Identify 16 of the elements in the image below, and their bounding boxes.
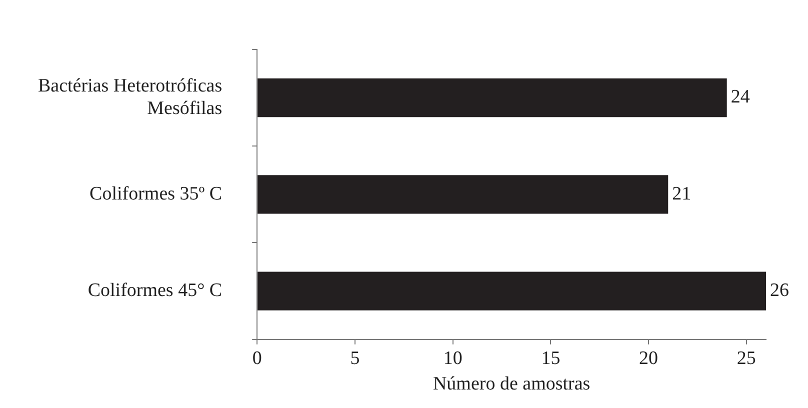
x-tick-label: 10 (443, 348, 462, 369)
x-tick-label: 5 (350, 348, 360, 369)
data-label: 26 (770, 280, 789, 302)
bar (258, 78, 727, 118)
data-label: 21 (672, 183, 692, 204)
x-tick-label: 25 (736, 348, 756, 369)
bar (258, 175, 668, 214)
x-tick-label: 15 (541, 348, 560, 369)
x-tick-label: 20 (639, 348, 658, 369)
y-tick-label: Bactérias Heterotróficas Mesófilas (38, 75, 222, 120)
bar (258, 272, 766, 310)
x-axis-title: Número de amostras (432, 374, 590, 395)
data-label: 24 (730, 86, 750, 108)
y-tick-label: Coliformes 45° C (88, 280, 222, 302)
y-tick-label: Coliformes 35º C (90, 183, 222, 204)
x-tick-label: 0 (252, 348, 262, 369)
